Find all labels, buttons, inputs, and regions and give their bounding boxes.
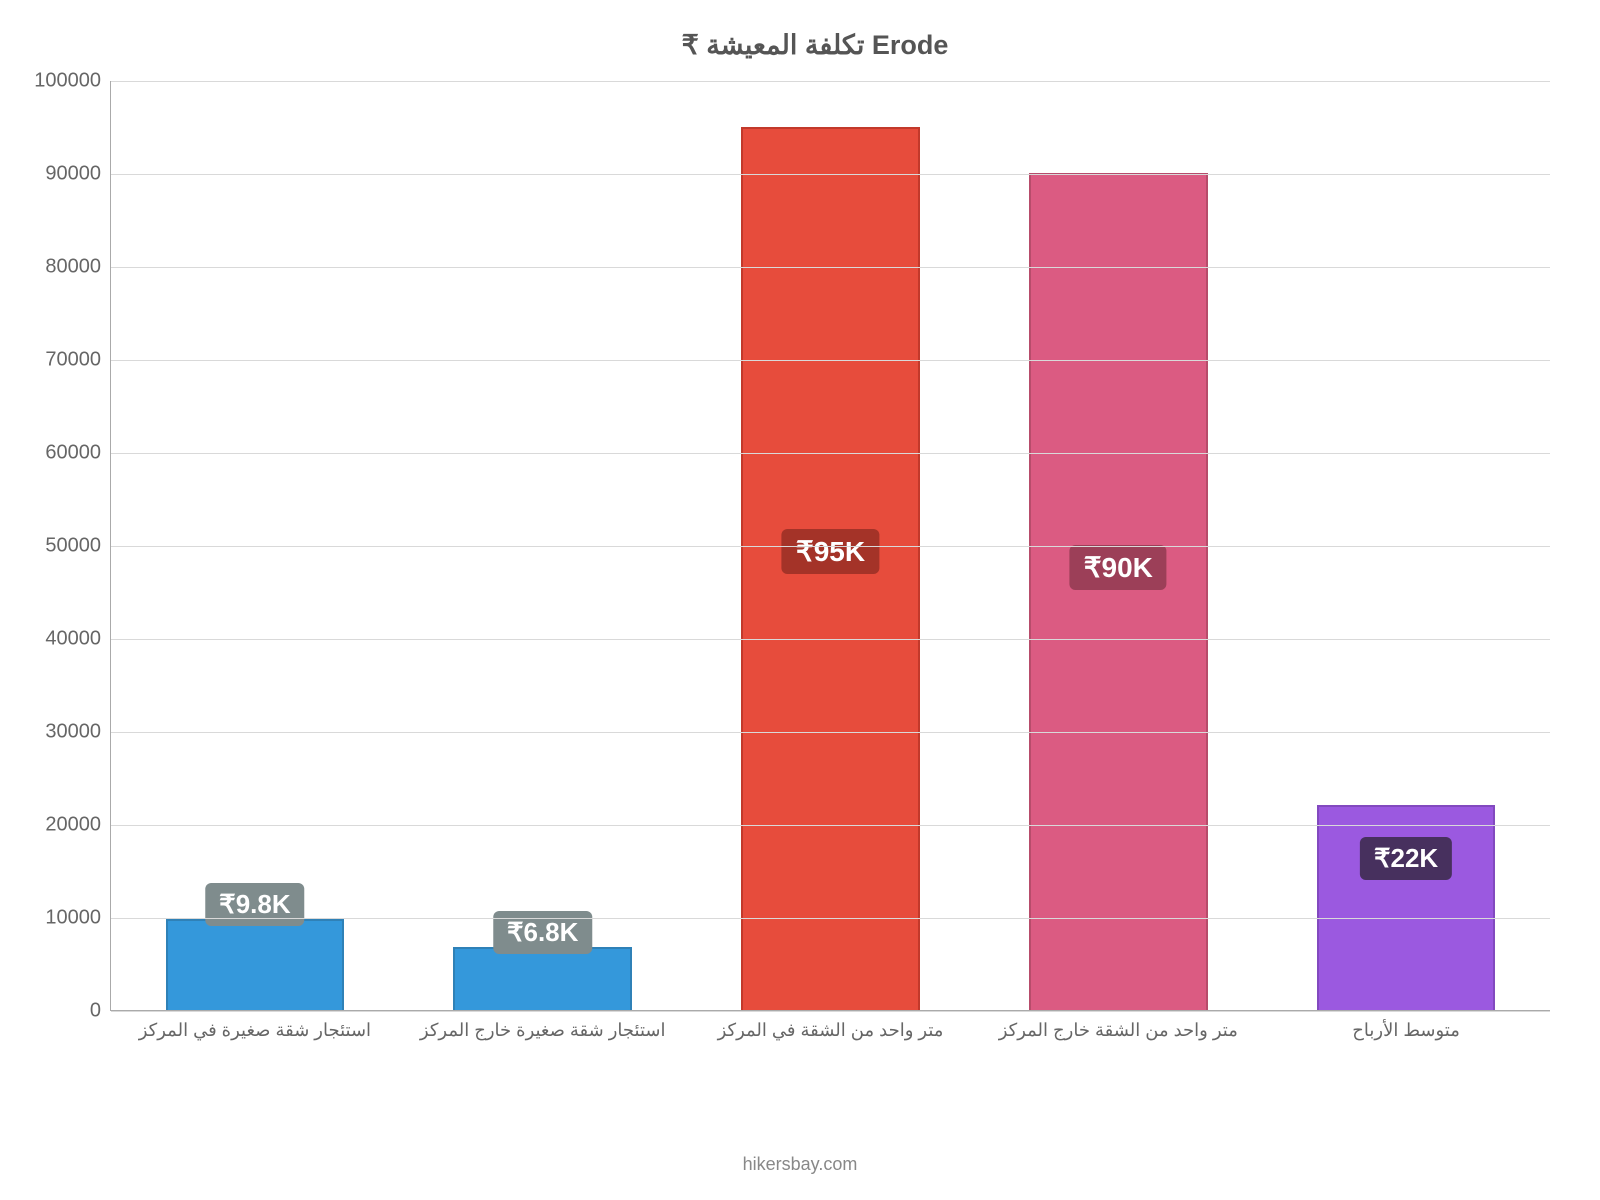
gridline xyxy=(111,918,1550,919)
plot-area: استئجار شقة صغيرة في المركزاستئجار شقة ص… xyxy=(110,81,1550,1011)
bar-value-label: ₹22K xyxy=(1360,837,1452,880)
gridline xyxy=(111,546,1550,547)
x-category-label: استئجار شقة صغيرة خارج المركز xyxy=(399,1020,687,1041)
y-tick-label: 100000 xyxy=(34,70,111,93)
bar: ₹90K xyxy=(1029,173,1208,1010)
gridline xyxy=(111,453,1550,454)
bar: ₹22K xyxy=(1317,805,1496,1010)
x-category-label: استئجار شقة صغيرة في المركز xyxy=(111,1020,399,1041)
gridline xyxy=(111,1011,1550,1012)
footer-credit: hikersbay.com xyxy=(0,1154,1600,1175)
gridline xyxy=(111,174,1550,175)
y-tick-label: 70000 xyxy=(45,349,111,372)
gridline xyxy=(111,81,1550,82)
x-axis-labels: استئجار شقة صغيرة في المركزاستئجار شقة ص… xyxy=(111,1010,1550,1041)
bar-value-label: ₹9.8K xyxy=(205,883,304,926)
bar: ₹9.8K xyxy=(166,919,345,1010)
gridline xyxy=(111,267,1550,268)
x-category-label: متر واحد من الشقة في المركز xyxy=(687,1020,975,1041)
gridline xyxy=(111,360,1550,361)
bar-value-label: ₹95K xyxy=(782,529,879,574)
y-tick-label: 10000 xyxy=(45,907,111,930)
bar: ₹95K xyxy=(741,127,920,1011)
y-tick-label: 40000 xyxy=(45,628,111,651)
bar: ₹6.8K xyxy=(453,947,632,1010)
gridline xyxy=(111,825,1550,826)
y-tick-label: 0 xyxy=(90,1000,111,1023)
chart-container: ₹ تكلفة المعيشة Erode استئجار شقة صغيرة … xyxy=(0,0,1600,1200)
bar-value-label: ₹90K xyxy=(1070,545,1167,590)
gridline xyxy=(111,639,1550,640)
x-category-label: متوسط الأرباح xyxy=(1262,1020,1550,1041)
y-tick-label: 20000 xyxy=(45,814,111,837)
x-category-label: متر واحد من الشقة خارج المركز xyxy=(974,1020,1262,1041)
y-tick-label: 50000 xyxy=(45,535,111,558)
y-tick-label: 90000 xyxy=(45,163,111,186)
y-tick-label: 60000 xyxy=(45,442,111,465)
y-tick-label: 30000 xyxy=(45,721,111,744)
y-tick-label: 80000 xyxy=(45,256,111,279)
gridline xyxy=(111,732,1550,733)
chart-title: ₹ تكلفة المعيشة Erode xyxy=(80,30,1550,61)
